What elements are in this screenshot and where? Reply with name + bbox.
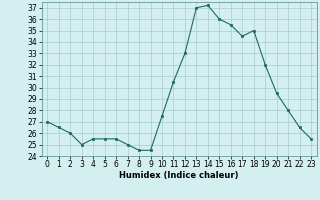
- X-axis label: Humidex (Indice chaleur): Humidex (Indice chaleur): [119, 171, 239, 180]
